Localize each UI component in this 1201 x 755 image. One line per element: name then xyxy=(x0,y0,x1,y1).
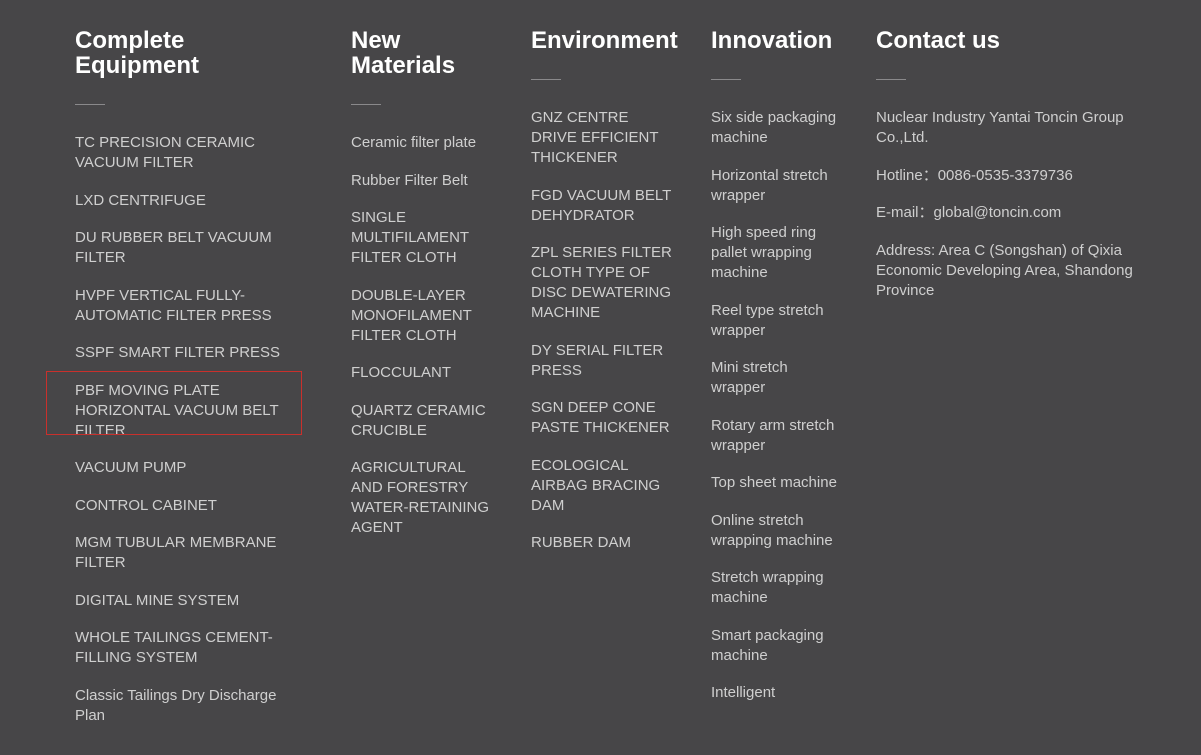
footer-column: New Materials Ceramic filter plate Rubber … xyxy=(351,28,491,556)
title-rule xyxy=(711,79,741,80)
footer-link[interactable]: Smart packaging machine xyxy=(711,626,824,664)
footer-link[interactable]: DIGITAL MINE SYSTEM xyxy=(75,591,240,609)
footer-link[interactable]: QUARTZ CERAMIC CRUCIBLE xyxy=(351,401,486,439)
footer-link[interactable]: HVPF VERTICAL FULLY-AUTOMATIC FILTER PRE… xyxy=(75,286,272,324)
footer-link[interactable]: Reel type stretch wrapper xyxy=(711,301,824,339)
footer-column: Contact us Nuclear Industry Yantai Toncin… xyxy=(876,28,1161,318)
contact-line: Nuclear Industry Yantai Toncin Group Co.… xyxy=(876,109,1124,146)
footer-link[interactable]: DY SERIAL FILTER PRESS xyxy=(531,341,664,379)
footer-column: Innovation Six side packaging machine Hori… xyxy=(711,28,839,721)
footer-link[interactable]: Horizontal stretch wrapper xyxy=(711,166,828,204)
footer-link[interactable]: DU RUBBER BELT VACUUM FILTER xyxy=(75,229,272,266)
footer-link[interactable]: Rotary arm stretch wrapper xyxy=(711,416,835,454)
footer-link[interactable]: Online stretch wrapping machine xyxy=(711,511,833,549)
footer-link[interactable]: TC PRECISION CERAMIC VACUUM FILTER xyxy=(75,134,256,171)
title-rule xyxy=(75,104,105,105)
footer-link[interactable]: PBF MOVING PLATE HORIZONTAL VACUUM BELT … xyxy=(46,370,302,441)
footer-link[interactable]: High speed ring pallet wrapping machine xyxy=(711,224,817,281)
footer-link[interactable]: SINGLE MULTIFILAMENT FILTER CLOTH xyxy=(351,209,469,266)
title-rule xyxy=(351,104,381,105)
footer-link[interactable]: FLOCCULANT xyxy=(351,364,452,381)
footer-link[interactable]: GNZ CENTRE DRIVE EFFICIENT THICKENER xyxy=(531,109,659,166)
footer-link[interactable]: CONTROL CABINET xyxy=(75,496,217,514)
column-title: Environment xyxy=(531,27,678,54)
column-title: Contact us xyxy=(876,27,1001,54)
column-title: Innovation xyxy=(711,27,833,54)
footer-link[interactable]: Rubber Filter Belt xyxy=(351,171,468,189)
footer-column: Complete Equipment TC PRECISION CERAMIC V… xyxy=(46,27,302,743)
title-rule xyxy=(876,79,906,80)
footer-link[interactable]: VACUUM PUMP xyxy=(75,459,187,476)
contact-line: E-mail：global@toncin.com xyxy=(876,204,1062,221)
footer-link[interactable]: Mini stretch wrapper xyxy=(711,359,788,396)
footer-link[interactable]: Intelligent xyxy=(711,684,776,701)
contact-line: Hotline：0086-0535-3379736 xyxy=(876,166,1073,184)
footer-link[interactable]: DOUBLE-LAYER MONOFILAMENT FILTER CLOTH xyxy=(351,286,472,344)
footer-link[interactable]: Stretch wrapping machine xyxy=(711,569,824,606)
footer-link[interactable]: SGN DEEP CONE PASTE THICKENER xyxy=(531,399,670,436)
footer-link[interactable]: ZPL SERIES FILTER CLOTH TYPE OF DISC DEW… xyxy=(531,244,672,321)
column-title: New Materials xyxy=(351,27,456,79)
contact-line: Address: Area C (Songshan) of Qixia Econ… xyxy=(876,241,1133,299)
footer-link[interactable]: Top sheet machine xyxy=(711,474,837,491)
footer-link[interactable]: Classic Tailings Dry Discharge Plan xyxy=(75,686,277,724)
footer-link[interactable]: LXD CENTRIFUGE xyxy=(75,191,206,209)
footer-link[interactable]: MGM TUBULAR MEMBRANE FILTER xyxy=(75,534,277,571)
title-rule xyxy=(531,79,561,80)
column-title: Complete Equipment xyxy=(75,27,199,79)
footer-link[interactable]: Ceramic filter plate xyxy=(351,134,477,151)
footer-link[interactable]: AGRICULTURAL AND FORESTRY WATER-RETAININ… xyxy=(351,459,490,536)
footer-link[interactable]: SSPF SMART FILTER PRESS xyxy=(75,344,281,361)
footer-link[interactable]: ECOLOGICAL AIRBAG BRACING DAM xyxy=(531,456,661,514)
footer-link[interactable]: FGD VACUUM BELT DEHYDRATOR xyxy=(531,186,672,224)
footer-link[interactable]: Six side packaging machine xyxy=(711,109,837,146)
footer-link[interactable]: WHOLE TAILINGS CEMENT-FILLING SYSTEM xyxy=(75,629,273,666)
footer-column: Environment GNZ CENTRE DRIVE EFFICIENT TH… xyxy=(531,27,678,571)
footer-link[interactable]: RUBBER DAM xyxy=(531,534,632,551)
